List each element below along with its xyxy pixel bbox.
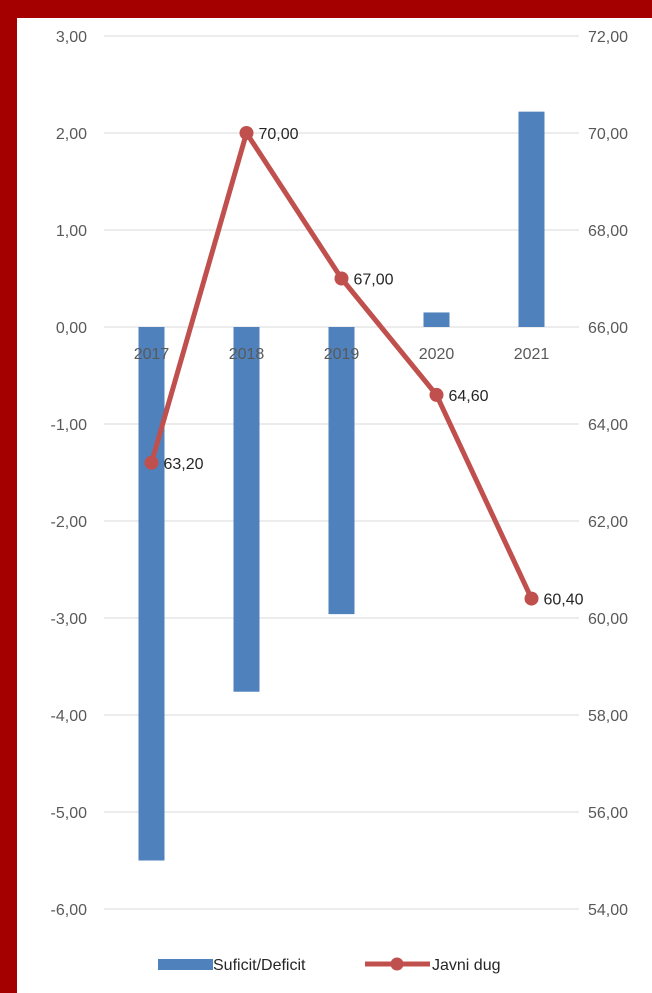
category-label: 2020 xyxy=(419,346,455,363)
left-tick-label: -5,00 xyxy=(51,805,88,822)
line-point xyxy=(144,455,159,470)
line-point xyxy=(239,126,254,140)
right-tick-label: 62,00 xyxy=(588,514,628,531)
chart-area: -6,00 -5,00 -4,00 -3,00 -2,00 -1,00 0,00 1,00 2,… xyxy=(17,18,652,993)
left-tick-label: -1,00 xyxy=(51,417,88,434)
line-point xyxy=(429,387,444,402)
left-axis-ticks: -6,00 -5,00 -4,00 -3,00 -2,00 -1,00 0,00 1,00 2,… xyxy=(51,29,88,919)
left-tick-label: -3,00 xyxy=(51,611,88,628)
left-tick-label: 2,00 xyxy=(56,126,87,143)
left-tick-label: 0,00 xyxy=(56,320,87,337)
data-label: 64,60 xyxy=(449,388,489,405)
right-tick-label: 64,00 xyxy=(588,417,628,434)
legend-swatch-suficit-deficit xyxy=(158,959,213,970)
left-tick-label: 3,00 xyxy=(56,29,87,46)
legend-marker-javni-dug xyxy=(390,957,404,971)
bar xyxy=(138,327,165,861)
legend-label-javni-dug: Javni dug xyxy=(432,957,501,974)
data-label: 63,20 xyxy=(164,456,204,473)
line-point xyxy=(334,271,349,286)
legend-label-suficit-deficit: Suficit/Deficit xyxy=(213,957,306,974)
left-tick-label: -2,00 xyxy=(51,514,88,531)
line-point xyxy=(524,591,539,606)
bar xyxy=(423,312,450,327)
line-javni-dug: 63,20 70,00 67,00 64,60 60,40 xyxy=(144,126,584,609)
right-axis-ticks: 54,00 56,00 58,00 60,00 62,00 64,00 66,00 68,00… xyxy=(588,29,628,919)
right-tick-label: 58,00 xyxy=(588,708,628,725)
chart-svg: -6,00 -5,00 -4,00 -3,00 -2,00 -1,00 0,00 1,00 2,… xyxy=(51,29,629,974)
right-tick-label: 68,00 xyxy=(588,223,628,240)
data-label: 67,00 xyxy=(354,272,394,289)
category-label: 2017 xyxy=(134,346,170,363)
category-axis-labels: 2017 2018 2019 2020 2021 xyxy=(134,346,550,363)
bar xyxy=(233,327,260,692)
bar xyxy=(328,327,355,615)
right-tick-label: 56,00 xyxy=(588,805,628,822)
category-label: 2021 xyxy=(514,346,550,363)
bar xyxy=(518,111,545,327)
left-tick-label: -6,00 xyxy=(51,902,88,919)
right-tick-label: 54,00 xyxy=(588,902,628,919)
right-tick-label: 72,00 xyxy=(588,29,628,46)
legend: Suficit/Deficit Javni dug xyxy=(158,957,501,974)
right-tick-label: 60,00 xyxy=(588,611,628,628)
right-tick-label: 66,00 xyxy=(588,320,628,337)
right-tick-label: 70,00 xyxy=(588,126,628,143)
bars-suficit-deficit xyxy=(138,111,545,861)
data-label: 70,00 xyxy=(259,126,299,143)
data-label: 60,40 xyxy=(544,592,584,609)
category-label: 2018 xyxy=(229,346,265,363)
left-tick-label: -4,00 xyxy=(51,708,88,725)
left-tick-label: 1,00 xyxy=(56,223,87,240)
category-label: 2019 xyxy=(324,346,360,363)
